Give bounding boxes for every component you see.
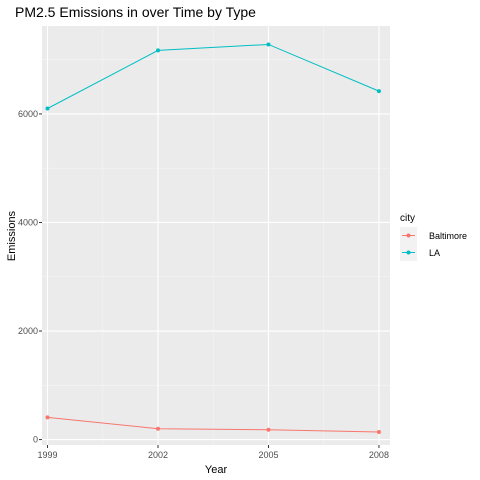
- x-tick-label: 2005: [258, 450, 278, 460]
- series-layer: [45, 42, 381, 434]
- legend-label-la: LA: [429, 248, 440, 258]
- chart-title: PM2.5 Emissions in over Time by Type: [15, 4, 256, 20]
- axis-ticks: [39, 113, 380, 448]
- y-tick-label: 2000: [18, 326, 38, 336]
- plot-panel: [42, 26, 390, 445]
- x-tick-label: 2002: [148, 450, 168, 460]
- data-point-la: [266, 42, 271, 47]
- y-tick-label: 0: [33, 435, 38, 445]
- minor-gridlines: [42, 26, 390, 445]
- series-line-la: [47, 43, 380, 109]
- data-point-la: [45, 106, 50, 111]
- y-axis-title: Emissions: [6, 210, 18, 261]
- tick-labels: 1999 2002 2005 2008 0 2000 4000 6000: [18, 109, 389, 460]
- x-axis-title: Year: [205, 464, 228, 476]
- legend: city Baltimore LA: [400, 213, 467, 261]
- legend-label-baltimore: Baltimore: [429, 231, 467, 241]
- x-tick-label: 2008: [369, 450, 389, 460]
- data-point-baltimore: [376, 429, 381, 434]
- data-point-baltimore: [266, 427, 271, 432]
- y-tick-label: 4000: [18, 217, 38, 227]
- x-tick-label: 1999: [38, 450, 58, 460]
- legend-point-baltimore: [406, 233, 411, 238]
- data-point-baltimore: [45, 415, 50, 420]
- data-point-baltimore: [156, 426, 160, 431]
- legend-point-la: [406, 250, 411, 255]
- legend-title: city: [400, 213, 415, 224]
- data-point-la: [376, 89, 381, 94]
- data-point-la: [156, 48, 160, 53]
- y-tick-label: 6000: [18, 109, 38, 119]
- major-gridlines: [42, 26, 390, 445]
- series-line-baltimore: [47, 416, 379, 433]
